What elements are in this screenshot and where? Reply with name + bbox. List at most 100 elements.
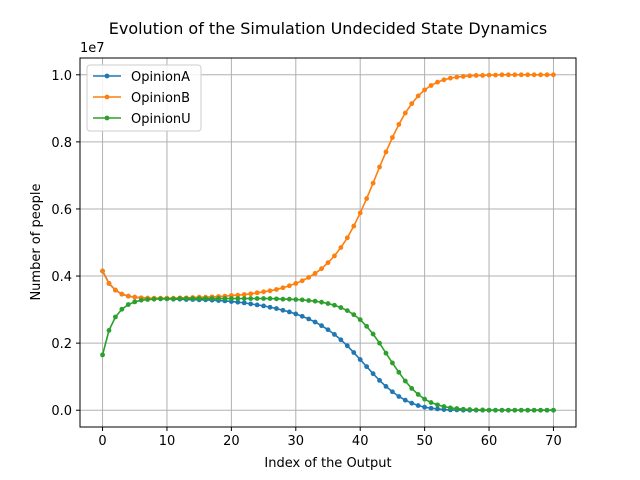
data-point-opinionu [351, 312, 357, 318]
data-point-opiniona [338, 337, 344, 343]
x-tick-label: 70 [545, 434, 562, 449]
data-point-opiniona [241, 300, 247, 306]
data-point-opinionb [480, 73, 485, 78]
data-point-opinionu [428, 400, 434, 405]
data-point-opinionb [460, 74, 466, 79]
series-opinionu [100, 296, 556, 413]
legend: OpinionA OpinionB OpinionU [86, 64, 202, 132]
data-point-opinionb [351, 223, 357, 229]
data-point-opinionu [364, 323, 370, 329]
data-point-opinionu [467, 407, 473, 412]
data-point-opinionb [473, 73, 479, 78]
data-point-opiniona [364, 364, 370, 370]
data-point-opinionu [531, 407, 537, 413]
data-point-opiniona [254, 302, 260, 308]
data-point-opiniona [267, 304, 273, 310]
data-point-opiniona [299, 313, 305, 319]
data-point-opinionb [383, 149, 389, 155]
data-point-opiniona [274, 306, 279, 311]
legend-swatch-marker [104, 115, 110, 121]
data-point-opiniona [370, 371, 376, 377]
data-point-opiniona [248, 301, 254, 307]
data-point-opinionu [422, 396, 428, 402]
data-point-opinionb [254, 290, 260, 296]
data-point-opinionb [100, 268, 105, 274]
data-point-opinionu [370, 331, 376, 337]
data-point-opinionu [518, 407, 524, 413]
x-tick-label: 40 [352, 434, 369, 449]
data-point-opiniona [319, 323, 324, 329]
data-point-opinionu [125, 302, 131, 307]
legend-label: OpinionA [131, 70, 190, 85]
data-point-opiniona [390, 389, 395, 395]
data-point-opinionu [447, 405, 453, 411]
data-point-opinionb [551, 72, 556, 78]
y-axis-label: Number of people [29, 183, 44, 300]
data-point-opinionb [125, 293, 131, 299]
data-point-opiniona [422, 404, 428, 410]
data-point-opinionu [538, 407, 543, 413]
legend-box [86, 64, 202, 132]
data-point-opinionu [183, 296, 189, 301]
x-tick-label: 10 [159, 434, 176, 449]
y-axis-ticks: 0.0 0.2 0.4 0.6 0.8 1.0 [51, 69, 80, 419]
data-point-opinionb [267, 288, 273, 294]
data-point-opinionu [228, 296, 234, 301]
data-point-opinionu [203, 296, 209, 301]
data-point-opinionu [248, 296, 254, 301]
legend-label: OpinionB [131, 91, 190, 106]
data-point-opinionu [332, 302, 337, 308]
data-point-opinionu [151, 296, 157, 302]
data-point-opinionu [171, 296, 176, 302]
data-point-opinionb [319, 266, 324, 272]
data-point-opinionb [248, 291, 254, 297]
data-point-opinionu [138, 297, 144, 303]
data-point-opinionb [422, 87, 428, 93]
x-tick-label: 50 [416, 434, 433, 449]
data-point-opiniona [357, 357, 363, 362]
data-point-opinionb [113, 287, 118, 293]
data-point-opinionu [454, 406, 460, 411]
data-point-opinionb [505, 72, 511, 78]
data-point-opinionb [261, 289, 266, 295]
data-point-opinionb [486, 72, 492, 78]
x-tick-label: 30 [288, 434, 305, 449]
data-point-opinionb [538, 72, 543, 78]
data-point-opinionu [177, 296, 183, 301]
data-point-opinionu [274, 296, 279, 302]
data-point-opinionu [235, 296, 241, 301]
y-tick-label: 0.2 [51, 337, 72, 352]
data-point-opinionu [480, 407, 485, 413]
data-point-opinionu [306, 298, 312, 303]
plot-frame [79, 57, 577, 428]
x-axis-ticks: 0 10 20 30 40 50 60 70 [98, 427, 562, 449]
data-point-opinionu [377, 340, 382, 346]
data-point-opinionu [145, 297, 151, 302]
x-axis-label: Index of the Output [264, 456, 391, 471]
data-point-opinionb [332, 253, 337, 259]
data-point-opiniona [396, 394, 402, 399]
data-point-opinionu [164, 296, 170, 302]
data-point-opiniona [435, 406, 440, 412]
data-point-opinionb [544, 72, 550, 78]
data-point-opinionu [505, 407, 511, 413]
data-point-opinionb [435, 79, 440, 85]
data-point-opinionb [493, 72, 498, 78]
data-point-opinionu [113, 314, 118, 320]
data-point-opinionu [222, 296, 228, 301]
data-point-opiniona [351, 350, 357, 355]
series-layer [100, 72, 556, 413]
y-tick-label: 0.0 [51, 404, 72, 419]
data-point-opinionb [370, 180, 376, 186]
data-point-opinionb [312, 270, 318, 276]
legend-item-opiniona: OpinionA [93, 70, 190, 85]
data-point-opinionb [325, 260, 331, 266]
data-point-opinionu [100, 352, 105, 358]
data-point-opinionu [338, 305, 344, 310]
data-point-opiniona [306, 316, 312, 322]
data-point-opinionu [512, 407, 518, 413]
data-point-opinionu [280, 296, 286, 302]
data-point-opinionb [364, 196, 370, 201]
data-point-opiniona [312, 319, 318, 325]
data-point-opinionb [280, 285, 286, 291]
